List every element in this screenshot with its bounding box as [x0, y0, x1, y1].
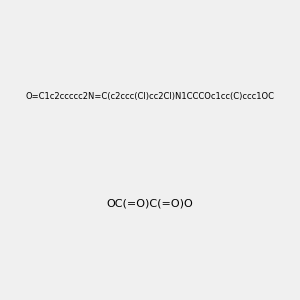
Text: OC(=O)C(=O)O: OC(=O)C(=O)O: [106, 199, 194, 209]
Text: O=C1c2ccccc2N=C(c2ccc(Cl)cc2Cl)N1CCCOc1cc(C)ccc1OC: O=C1c2ccccc2N=C(c2ccc(Cl)cc2Cl)N1CCCOc1c…: [26, 92, 275, 100]
